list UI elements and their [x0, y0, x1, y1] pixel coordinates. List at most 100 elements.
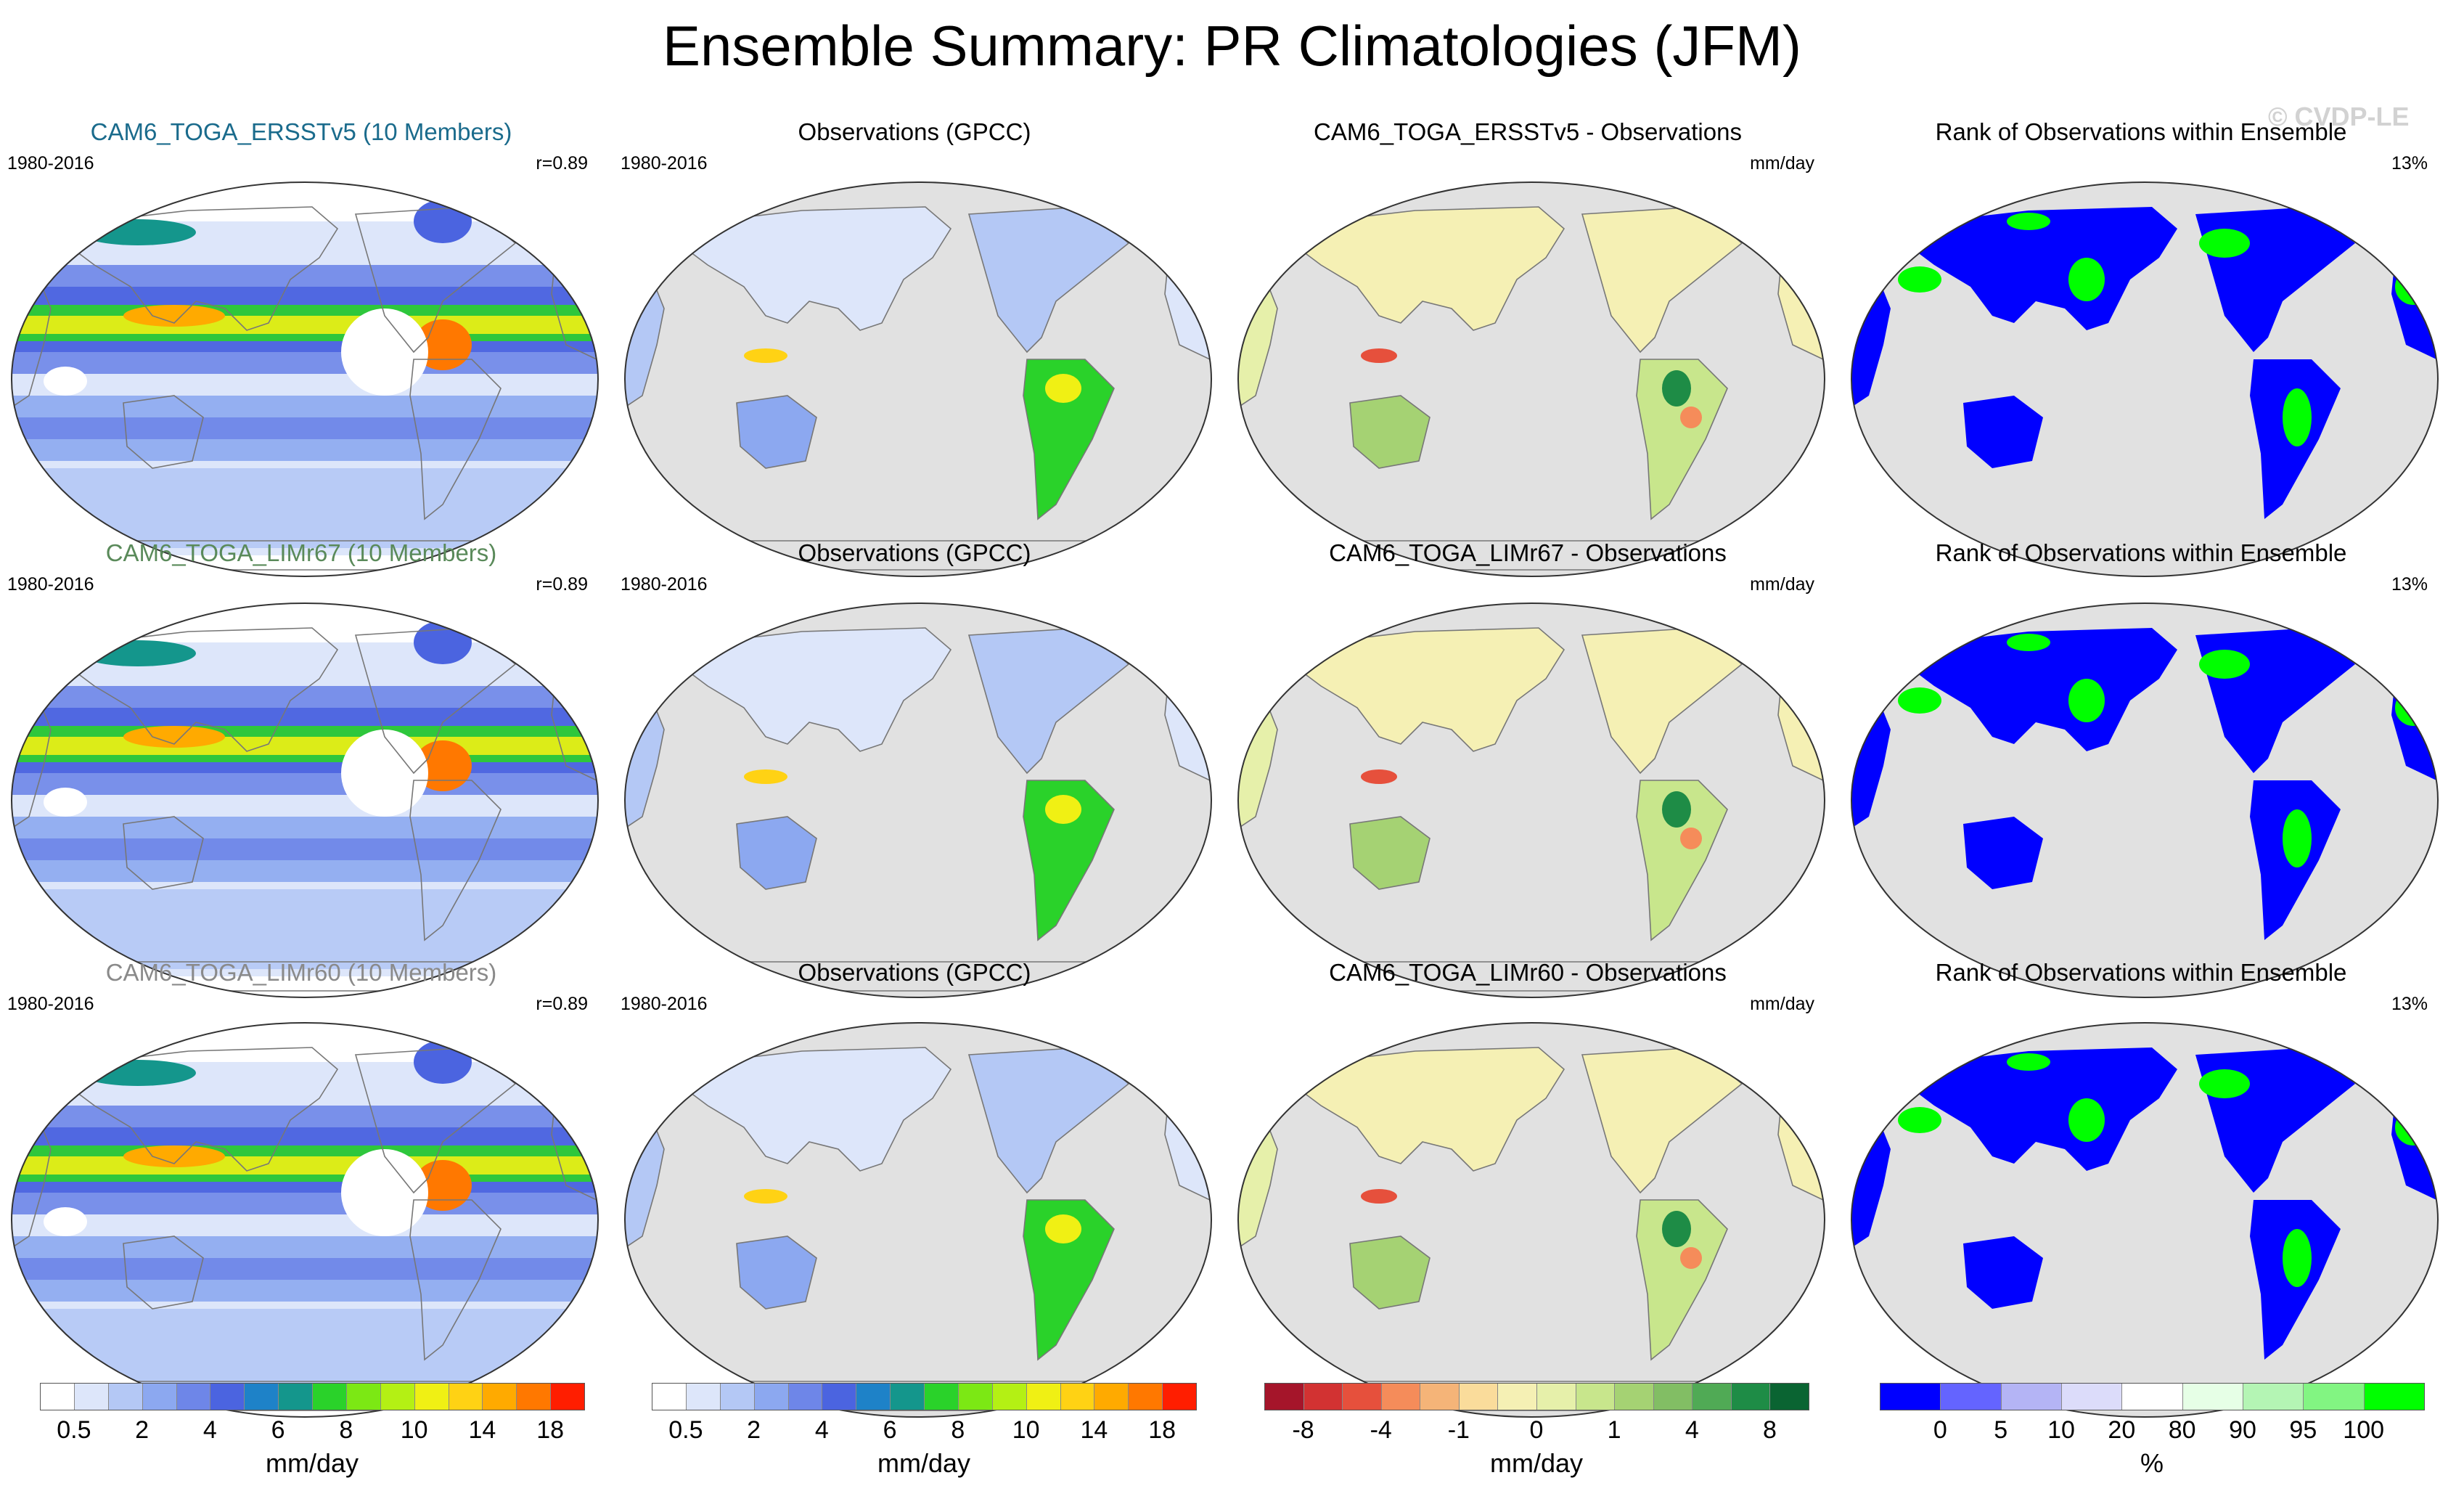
- colorbar-swatch: [992, 1384, 1027, 1410]
- obs-map: [624, 181, 1212, 577]
- colorbar-swatch: [517, 1384, 552, 1410]
- colorbar-tick-label: -8: [1292, 1416, 1314, 1444]
- colorbar-tick-label: 4: [202, 1416, 217, 1444]
- panel-title: CAM6_TOGA_LIMr67 - Observations: [1329, 539, 1727, 566]
- colorbar-swatch: [346, 1384, 381, 1410]
- panel-rank-row2: Rank of Observations within Ensemble 13%: [1840, 534, 2442, 998]
- colorbar-swatch: [1693, 1384, 1732, 1410]
- asia-outline: [677, 206, 952, 331]
- colorbar-swatch: [720, 1384, 755, 1410]
- colorbar-tick-label: 0: [1529, 1416, 1544, 1444]
- colorbar-swatch: [1459, 1384, 1499, 1410]
- panel-obs-row3: Observations (GPCC) 1980-2016: [613, 953, 1216, 1418]
- colorbar-swatch: [1420, 1384, 1460, 1410]
- colorbar-tick-label: 6: [271, 1416, 285, 1444]
- colorbar-swatch: [108, 1384, 143, 1410]
- colorbar-swatch: [1770, 1384, 1809, 1410]
- colorbar-swatch: [279, 1384, 313, 1410]
- unit-label: mm/day: [1750, 994, 1814, 1014]
- colorbar-swatch: [74, 1384, 109, 1410]
- percent-label: 13%: [2391, 994, 2428, 1014]
- asia-outline: [64, 627, 339, 752]
- colorbar-tick-label: 1: [1607, 1416, 1621, 1444]
- panel-obs-row2: Observations (GPCC) 1980-2016: [613, 534, 1216, 998]
- colorbar-swatch: [176, 1384, 211, 1410]
- colorbar-tick-label: 0: [1933, 1416, 1947, 1444]
- panel-title: Observations (GPCC): [798, 118, 1031, 145]
- model-map: [11, 603, 599, 998]
- colorbar-tick-label: 0.5: [668, 1416, 703, 1444]
- colorbar-swatch: [1576, 1384, 1616, 1410]
- rank-map: [1851, 603, 2439, 998]
- samerica-outline: [409, 1199, 502, 1361]
- colorbar-swatch: [1731, 1384, 1771, 1410]
- colorbar-tick-label: 18: [1148, 1416, 1176, 1444]
- colorbar-swatch: [2061, 1384, 2123, 1410]
- colorbar-swatch: [822, 1384, 857, 1410]
- colorbar-swatch: [210, 1384, 245, 1410]
- colorbar-swatch: [1880, 1384, 1941, 1410]
- colorbar-tick-label: 14: [468, 1416, 496, 1444]
- australia-outline: [123, 816, 204, 890]
- colorbar-tick-label: 18: [536, 1416, 565, 1444]
- period-label: 1980-2016: [7, 153, 94, 173]
- colorbar-swatch: [958, 1384, 993, 1410]
- colorbar-tick-label: 90: [2229, 1416, 2256, 1444]
- colorbar-swatch: [551, 1384, 584, 1410]
- australia-outline: [1349, 1235, 1430, 1310]
- colorbar-tick-label: 8: [951, 1416, 965, 1444]
- samerica-outline: [409, 780, 502, 942]
- colorbar-swatch: [380, 1384, 415, 1410]
- colorbar-swatch: [754, 1384, 789, 1410]
- colorbar-swatch: [449, 1384, 483, 1410]
- colorbar-unit-label: mm/day: [1489, 1448, 1584, 1478]
- colorbar-swatch: [1941, 1384, 2002, 1410]
- figure-title: Ensemble Summary: PR Climatologies (JFM): [662, 14, 1802, 78]
- model-map: [11, 181, 599, 577]
- asia-outline: [1290, 206, 1565, 331]
- colorbar-swatch: [2001, 1384, 2062, 1410]
- colorbar-difference: -8 -4 -1 0 1 4 8 mm/day: [1264, 1383, 1816, 1499]
- colorbar-swatch: [1265, 1384, 1304, 1410]
- correlation-label: r=0.89: [536, 574, 588, 595]
- colorbar-tick-label: 14: [1080, 1416, 1108, 1444]
- percent-label: 13%: [2391, 574, 2428, 595]
- colorbar-swatch: [1026, 1384, 1061, 1410]
- samerica-outline: [1023, 1199, 1115, 1361]
- colorbar-tick-label: 100: [2343, 1416, 2385, 1444]
- colorbar-swatch: [1653, 1384, 1693, 1410]
- samerica-outline: [1636, 780, 1728, 942]
- colorbar-tick-label: 8: [1762, 1416, 1777, 1444]
- colorbar-swatch: [2304, 1384, 2365, 1410]
- panel-title: CAM6_TOGA_LIMr60 (10 Members): [105, 959, 497, 986]
- watermark: © CVDP-LE: [2268, 102, 2410, 131]
- colorbar-swatch: [414, 1384, 449, 1410]
- panel-title: Rank of Observations within Ensemble: [1935, 118, 2347, 145]
- colorbar-swatch: [2182, 1384, 2243, 1410]
- colorbar-tick-label: 2: [135, 1416, 150, 1444]
- asia-outline: [677, 1047, 952, 1172]
- colorbar-swatch: [856, 1384, 891, 1410]
- colorbar-swatches: [1264, 1383, 1809, 1410]
- colorbar-swatch: [483, 1384, 517, 1410]
- correlation-label: r=0.89: [536, 994, 588, 1014]
- colorbar-unit-label: %: [2140, 1448, 2164, 1478]
- australia-outline: [1349, 816, 1430, 890]
- unit-label: mm/day: [1750, 153, 1814, 173]
- colorbar-unit-label: mm/day: [877, 1448, 971, 1478]
- panel-model-row3: CAM6_TOGA_LIMr60 (10 Members) 1980-2016 r=…: [0, 953, 602, 1418]
- colorbar-swatch: [142, 1384, 177, 1410]
- panel-model-row2: CAM6_TOGA_LIMr67 (10 Members) 1980-2016 r=…: [0, 534, 602, 998]
- colorbar-swatch: [2364, 1384, 2424, 1410]
- colorbar-swatch: [1536, 1384, 1576, 1410]
- samerica-outline: [1023, 359, 1115, 520]
- period-label: 1980-2016: [7, 574, 94, 595]
- asia-outline: [64, 1047, 339, 1172]
- period-label: 1980-2016: [7, 994, 94, 1014]
- panel-title: CAM6_TOGA_LIMr67 (10 Members): [105, 539, 497, 566]
- colorbar-tick-label: 4: [1685, 1416, 1699, 1444]
- colorbar-tick-label: 6: [883, 1416, 897, 1444]
- australia-outline: [123, 1235, 204, 1310]
- colorbar-unit-label: mm/day: [265, 1448, 359, 1478]
- colorbar-swatches: [652, 1383, 1197, 1410]
